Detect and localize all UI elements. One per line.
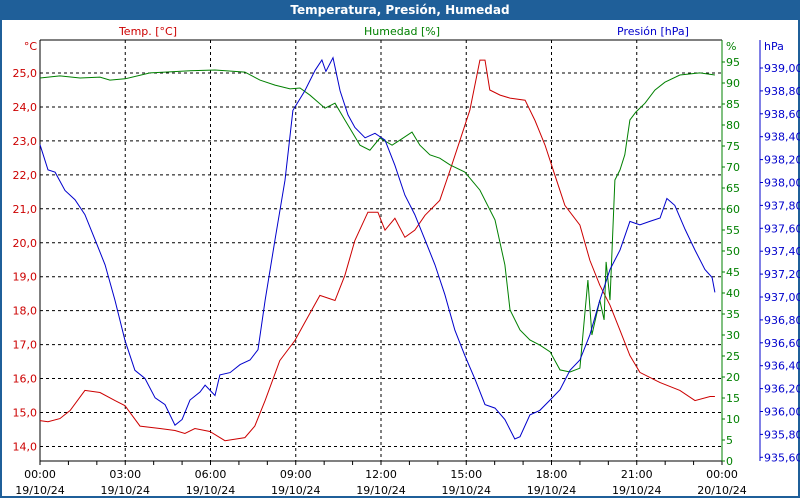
- legend-hum: Humedad [%]: [364, 25, 440, 38]
- temp-tick-label: 15,0: [13, 407, 38, 420]
- hum-tick-label: 5: [726, 434, 733, 447]
- pres-tick-label: 938,60: [764, 108, 800, 121]
- hum-tick-label: 10: [726, 413, 740, 426]
- hum-tick-label: 35: [726, 308, 740, 321]
- pres-tick-label: 936,80: [764, 314, 800, 327]
- hum-tick-label: 25: [726, 350, 740, 363]
- hum-tick-label: 70: [726, 161, 740, 174]
- pres-tick-label: 935,60: [764, 451, 800, 464]
- pres-tick-label: 937,40: [764, 245, 800, 258]
- pres-tick-label: 938,80: [764, 85, 800, 98]
- hum-tick-label: 65: [726, 182, 740, 195]
- x-tick-time: 12:00: [365, 468, 397, 481]
- x-tick-date: 19/10/24: [442, 484, 491, 497]
- pres-tick-label: 939,00: [764, 62, 800, 75]
- temp-tick-label: 18,0: [13, 305, 38, 318]
- pres-tick-label: 936,60: [764, 337, 800, 350]
- x-tick-time: 00:00: [24, 468, 56, 481]
- pres-tick-label: 937,60: [764, 222, 800, 235]
- pres-tick-label: 938,00: [764, 177, 800, 190]
- x-tick-time: 21:00: [621, 468, 653, 481]
- temp-tick-label: 21,0: [13, 203, 38, 216]
- x-tick-time: 06:00: [195, 468, 227, 481]
- temp-tick-label: 22,0: [13, 169, 38, 182]
- x-tick-date: 19/10/24: [101, 484, 150, 497]
- x-tick-time: 03:00: [109, 468, 141, 481]
- hum-tick-label: 60: [726, 203, 740, 216]
- pres-tick-label: 937,00: [764, 291, 800, 304]
- hum-tick-label: 85: [726, 98, 740, 111]
- x-tick-time: 00:00: [706, 468, 738, 481]
- temp-unit-label: °C: [24, 40, 38, 53]
- series-line-temp: [39, 59, 715, 442]
- hum-tick-label: 50: [726, 245, 740, 258]
- series-line-hum: [39, 69, 715, 373]
- x-tick-time: 15:00: [450, 468, 482, 481]
- x-tick-time: 09:00: [280, 468, 312, 481]
- x-tick-date: 19/10/24: [527, 484, 576, 497]
- temp-tick-label: 16,0: [13, 373, 38, 386]
- pres-tick-label: 936,40: [764, 360, 800, 373]
- pres-tick-label: 937,80: [764, 199, 800, 212]
- temp-tick-label: 20,0: [13, 237, 38, 250]
- hum-tick-label: 20: [726, 371, 740, 384]
- x-tick-time: 18:00: [536, 468, 568, 481]
- hum-tick-label: 95: [726, 56, 740, 69]
- pres-tick-label: 936,00: [764, 406, 800, 419]
- temp-tick-label: 23,0: [13, 135, 38, 148]
- x-tick-date: 19/10/24: [612, 484, 661, 497]
- pres-unit-label: hPa: [764, 40, 784, 53]
- hum-tick-label: 90: [726, 77, 740, 90]
- pres-tick-label: 935,80: [764, 428, 800, 441]
- x-tick-date: 19/10/24: [15, 484, 64, 497]
- hum-tick-label: 45: [726, 266, 740, 279]
- x-tick-date: 19/10/24: [271, 484, 320, 497]
- hum-tick-label: 55: [726, 224, 740, 237]
- legend-pres: Presión [hPa]: [617, 25, 689, 38]
- pres-tick-label: 937,20: [764, 268, 800, 281]
- temp-tick-label: 19,0: [13, 271, 38, 284]
- x-tick-date: 19/10/24: [356, 484, 405, 497]
- temp-tick-label: 17,0: [13, 339, 38, 352]
- hum-tick-label: 0: [726, 455, 733, 468]
- legend-temp: Temp. [°C]: [118, 25, 177, 38]
- hum-unit-label: %: [726, 40, 736, 53]
- pres-tick-label: 936,20: [764, 383, 800, 396]
- x-tick-date: 19/10/24: [186, 484, 235, 497]
- temp-tick-label: 25,0: [13, 67, 38, 80]
- temp-tick-label: 14,0: [13, 440, 38, 453]
- hum-tick-label: 80: [726, 119, 740, 132]
- series-line-pres: [39, 56, 716, 440]
- pres-tick-label: 938,20: [764, 154, 800, 167]
- hum-tick-label: 15: [726, 392, 740, 405]
- x-tick-date: 20/10/24: [697, 484, 746, 497]
- hum-tick-label: 75: [726, 140, 740, 153]
- pres-tick-label: 938,40: [764, 131, 800, 144]
- temp-tick-label: 24,0: [13, 101, 38, 114]
- hum-tick-label: 40: [726, 287, 740, 300]
- chart-title: Temperatura, Presión, Humedad: [0, 0, 800, 20]
- hum-tick-label: 30: [726, 329, 740, 342]
